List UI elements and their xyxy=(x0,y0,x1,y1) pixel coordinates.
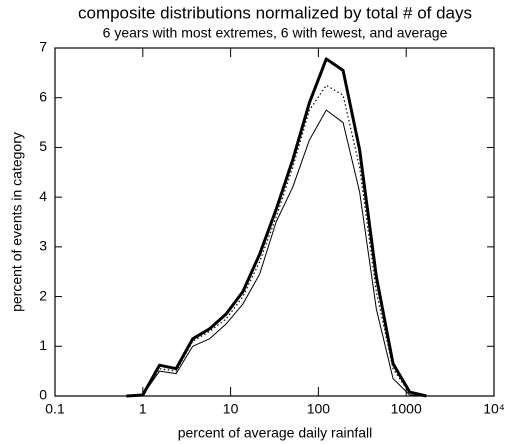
x-tick-label: 1 xyxy=(139,401,147,417)
y-tick-label: 1 xyxy=(39,337,47,353)
chart-subtitle: 6 years with most extremes, 6 with fewes… xyxy=(103,25,448,41)
x-tick-label: 10⁴ xyxy=(483,401,505,417)
x-axis-label: percent of average daily rainfall xyxy=(178,425,373,441)
chart-title: composite distributions normalized by to… xyxy=(78,3,472,22)
y-tick-label: 7 xyxy=(39,39,47,55)
y-tick-label: 2 xyxy=(39,287,47,303)
x-tick-label: 10 xyxy=(223,401,239,417)
y-tick-label: 4 xyxy=(39,188,47,204)
series-line xyxy=(126,57,427,398)
y-axis-label: percent of events in category xyxy=(9,132,25,312)
y-tick-label: 0 xyxy=(39,387,47,403)
x-tick-label: 1000 xyxy=(391,401,422,417)
plot-frame xyxy=(54,47,495,397)
x-tick-label: 0.1 xyxy=(45,401,65,417)
series-line xyxy=(126,109,427,397)
y-tick-label: 3 xyxy=(39,238,47,254)
y-tick-label: 6 xyxy=(39,88,47,104)
x-tick-label: 100 xyxy=(307,401,331,417)
y-tick-label: 5 xyxy=(39,138,47,154)
series-line xyxy=(126,84,427,397)
